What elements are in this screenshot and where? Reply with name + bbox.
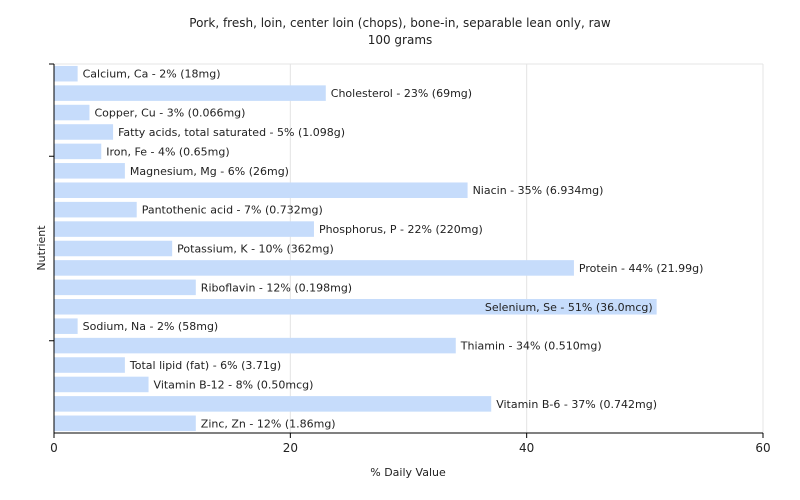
bar-label-18: Zinc, Zn - 12% (1.86mg) (201, 417, 336, 430)
chart-subtitle: 100 grams (368, 33, 433, 47)
bar-16 (54, 376, 149, 393)
bar-label-11: Riboflavin - 12% (0.198mg) (201, 281, 352, 294)
bar-7 (54, 201, 137, 218)
bar-label-13: Sodium, Na - 2% (58mg) (83, 320, 219, 333)
chart-title: Pork, fresh, loin, center loin (chops), … (189, 16, 611, 30)
bar-6 (54, 182, 468, 199)
bar-9 (54, 240, 173, 257)
bar-label-0: Calcium, Ca - 2% (18mg) (83, 68, 221, 81)
bar-5 (54, 163, 125, 179)
x-tick-label-0: 0 (50, 441, 58, 455)
bar-label-10: Protein - 44% (21.99g) (579, 262, 704, 275)
bars: Calcium, Ca - 2% (18mg) Cholesterol - 23%… (54, 65, 704, 432)
bar-label-5: Magnesium, Mg - 6% (26mg) (130, 165, 289, 178)
bar-11 (54, 279, 196, 296)
bar-label-17: Vitamin B-6 - 37% (0.742mg) (496, 398, 657, 411)
bar-2 (54, 104, 90, 121)
bar-15 (54, 357, 125, 373)
x-tick-label-2: 40 (519, 441, 534, 455)
bar-label-1: Cholesterol - 23% (69mg) (331, 87, 472, 100)
bar-label-6: Niacin - 35% (6.934mg) (473, 184, 604, 197)
bar-label-8: Phosphorus, P - 22% (220mg) (319, 223, 483, 236)
bar-label-14: Thiamin - 34% (0.510mg) (460, 340, 602, 353)
bar-label-7: Pantothenic acid - 7% (0.732mg) (142, 204, 323, 217)
bar-8 (54, 221, 314, 237)
x-axis-title: % Daily Value (370, 466, 446, 479)
bar-18 (54, 415, 196, 432)
bar-4 (54, 143, 102, 160)
bar-label-16: Vitamin B-12 - 8% (0.50mcg) (154, 378, 314, 391)
bar-0 (54, 65, 78, 82)
bar-3 (54, 124, 114, 140)
bar-10 (54, 260, 574, 276)
bar-label-9: Potassium, K - 10% (362mg) (177, 243, 334, 256)
bar-14 (54, 337, 456, 354)
bar-17 (54, 396, 492, 412)
bar-1 (54, 85, 326, 101)
axes: 0 20 40 60 (49, 63, 771, 455)
bar-label-3: Fatty acids, total saturated - 5% (1.098… (118, 126, 345, 139)
x-tick-label-1: 20 (283, 441, 298, 455)
y-axis-title: Nutrient (35, 225, 48, 271)
x-tick-label-3: 60 (755, 441, 770, 455)
bar-label-15: Total lipid (fat) - 6% (3.71g) (129, 359, 281, 372)
bar-13 (54, 318, 78, 334)
bar-label-4: Iron, Fe - 4% (0.65mg) (106, 145, 229, 158)
bar-label-2: Copper, Cu - 3% (0.066mg) (94, 107, 245, 120)
bar-label-12: Selenium, Se - 51% (36.0mcg) (485, 301, 653, 314)
bar-12 (54, 298, 657, 315)
